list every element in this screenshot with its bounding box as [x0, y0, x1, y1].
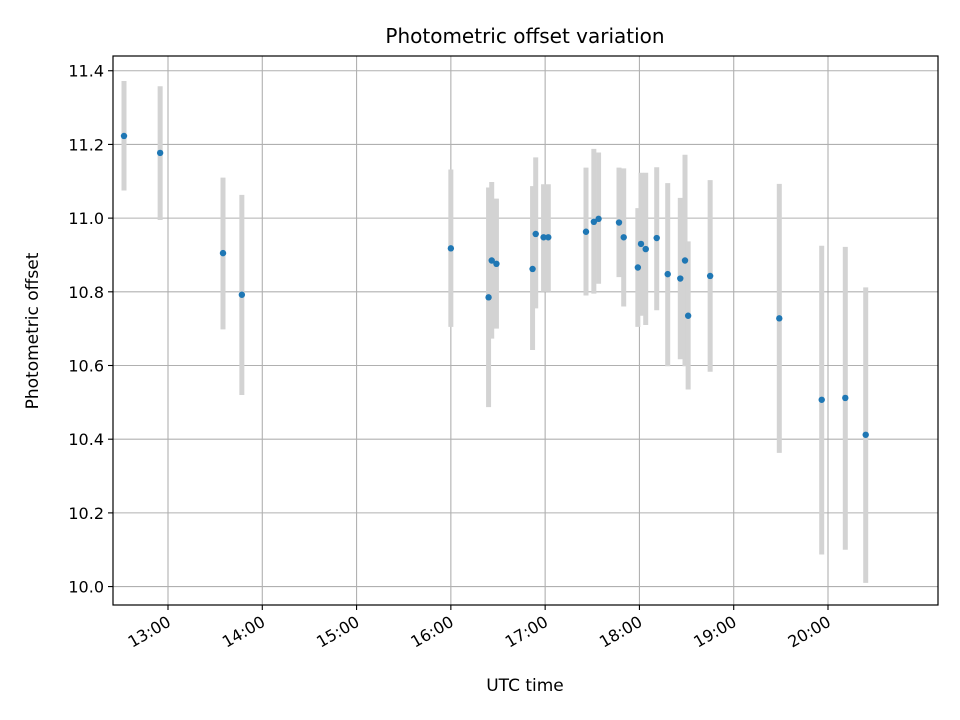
data-point	[677, 275, 684, 282]
data-point	[620, 234, 627, 241]
data-point	[120, 132, 128, 140]
data-point	[529, 265, 536, 273]
grid	[113, 56, 938, 605]
data-point	[706, 272, 714, 280]
data-point	[532, 230, 539, 238]
data-point	[485, 294, 492, 301]
plot-frame	[112, 55, 939, 606]
data-point	[238, 291, 246, 298]
y-tick-label: 10.8	[68, 283, 104, 302]
data-point	[219, 249, 227, 257]
data-point	[634, 264, 642, 271]
chart-title: Photometric offset variation	[385, 24, 664, 48]
y-tick-label: 10.2	[68, 504, 104, 523]
data-point	[681, 257, 689, 264]
data-point	[818, 396, 825, 403]
data-point	[862, 431, 869, 438]
y-axis: 10.0 10.2 10.4 10.6 10.8 11.0 11.2 11.4	[68, 62, 113, 597]
data-point	[642, 245, 649, 253]
y-tick-label: 11.0	[68, 209, 104, 228]
y-tick-label: 11.2	[68, 135, 104, 154]
y-tick-label: 11.4	[68, 62, 104, 81]
data-point	[684, 312, 692, 319]
data-point	[590, 218, 598, 226]
y-tick-label: 10.0	[68, 578, 104, 597]
data-point	[540, 234, 547, 241]
data-point	[156, 149, 164, 157]
y-tick-label: 10.6	[68, 357, 104, 376]
data-point	[637, 240, 645, 248]
data-point	[488, 257, 495, 264]
data-point	[664, 270, 671, 278]
y-tick-label: 10.4	[68, 430, 104, 449]
x-axis-label: UTC time	[486, 676, 564, 696]
data-point	[615, 219, 623, 226]
data-point	[545, 234, 552, 241]
y-axis-label: Photometric offset	[23, 252, 43, 409]
data-point	[653, 234, 660, 242]
data-point	[595, 215, 602, 223]
data-point	[842, 394, 849, 402]
data-point	[493, 260, 500, 268]
data-point	[447, 245, 455, 252]
data-point	[582, 228, 590, 235]
data-points	[120, 132, 869, 438]
data-point	[776, 315, 783, 322]
